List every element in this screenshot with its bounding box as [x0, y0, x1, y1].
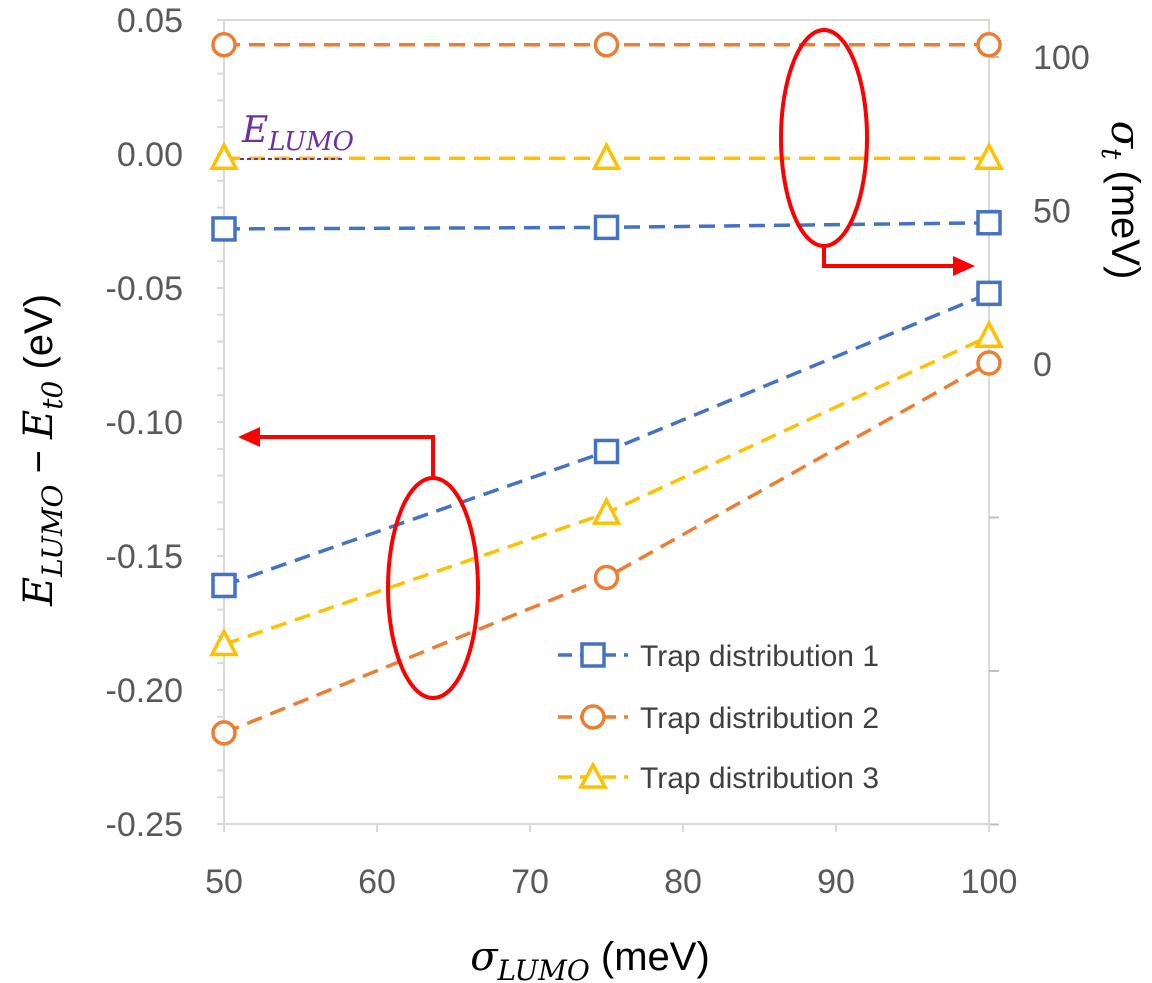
data-point-triangle	[974, 141, 1004, 171]
y-right-tick-label: 100	[1033, 39, 1090, 77]
y-left-title-a: E	[16, 577, 62, 607]
x-axis-title: σLUMO (meV)	[470, 934, 710, 983]
data-point-circle	[211, 720, 237, 746]
data-point-square	[976, 280, 1002, 307]
data-point-triangle	[591, 141, 622, 171]
x-tick-label: 90	[817, 863, 855, 901]
legend-item-3: Trap distribution 3	[558, 761, 879, 795]
y-right-title-symbol: σ	[1102, 121, 1148, 150]
series-3-left-line	[223, 334, 990, 647]
y-right-title-unit: (meV)	[1103, 159, 1147, 279]
y-left-tick-label: -0.15	[106, 538, 184, 576]
y-left-title-b: E	[16, 410, 62, 440]
data-point-square	[593, 214, 620, 241]
data-point-circle	[593, 31, 620, 58]
y-left-tick-label: 0.00	[117, 136, 183, 174]
data-point-circle	[593, 564, 620, 591]
y-left-title-unit: (eV)	[17, 294, 61, 381]
x-axis-title-symbol: σ	[470, 934, 499, 980]
y-left-tick-label: -0.10	[106, 404, 184, 442]
data-point-circle	[211, 31, 237, 58]
data-point-triangle	[209, 627, 239, 657]
data-point-square	[211, 572, 237, 599]
legend-marker-triangle	[578, 761, 608, 789]
right-axis-arrowhead	[953, 256, 975, 276]
y-right-title-subscript: t	[1095, 148, 1128, 160]
data-point-triangle	[974, 319, 1004, 348]
elumo-annotation-symbol: E	[241, 110, 268, 151]
left-axis-arrow-line	[258, 435, 435, 478]
x-tick-label: 50	[205, 863, 243, 901]
legend-marker-circle	[580, 704, 606, 730]
y-right-tick-label: 0	[1033, 346, 1052, 384]
y-left-title-b-sub: t0	[36, 381, 69, 410]
y-right-tick-label: 50	[1033, 193, 1071, 231]
x-axis-title-unit: (meV)	[590, 935, 710, 979]
series-1	[211, 210, 1002, 599]
x-axis-title-subscript: LUMO	[497, 954, 590, 983]
y-right-axis-title: σt (meV)	[1095, 121, 1148, 280]
tick-labels: 0.05 0.00 -0.05 -0.10 -0.15 -0.20 -0.25 100 50 0 5…	[106, 2, 1090, 901]
y-left-title-a-sub: LUMO	[36, 484, 69, 577]
x-tick-label: 80	[664, 863, 702, 901]
legend-label-3: Trap distribution 3	[640, 762, 879, 795]
left-axis-ellipse	[386, 476, 480, 700]
series-2-left-line	[223, 361, 990, 735]
y-left-title-op: −	[17, 439, 61, 485]
y-left-tick-label: -0.20	[106, 672, 184, 710]
legend-item-1: Trap distribution 1	[558, 640, 879, 673]
x-tick-label: 60	[358, 863, 396, 901]
series-2	[211, 31, 1002, 746]
data-point-triangle	[209, 141, 239, 171]
data-point-square	[976, 210, 1002, 236]
data-point-circle	[976, 350, 1002, 376]
right-axis-ellipse	[779, 28, 869, 248]
right-axis-arrow-line	[822, 246, 955, 268]
y-left-tick-label: -0.25	[106, 806, 184, 844]
series-layer	[209, 31, 1004, 746]
data-point-square	[593, 438, 620, 465]
y-left-axis-title: ELUMO − Et0 (eV)	[16, 294, 69, 607]
legend-marker-square	[580, 642, 606, 668]
data-point-triangle	[591, 496, 622, 525]
data-point-circle	[976, 31, 1002, 58]
x-tick-label: 70	[511, 863, 549, 901]
legend-label-2: Trap distribution 2	[640, 702, 879, 735]
left-axis-arrowhead	[238, 427, 260, 447]
legend: Trap distribution 1 Trap distribution 2 …	[558, 640, 879, 795]
series-3	[209, 141, 1004, 657]
elumo-annotation-subscript: LUMO	[267, 127, 354, 157]
legend-item-2: Trap distribution 2	[558, 702, 879, 735]
legend-label-1: Trap distribution 1	[640, 640, 879, 673]
elumo-annotation: ELUMO	[241, 110, 354, 157]
y-left-tick-label: -0.05	[106, 270, 184, 308]
data-point-square	[211, 216, 237, 242]
x-tick-label: 100	[961, 863, 1018, 901]
y-left-tick-label: 0.05	[117, 2, 183, 40]
